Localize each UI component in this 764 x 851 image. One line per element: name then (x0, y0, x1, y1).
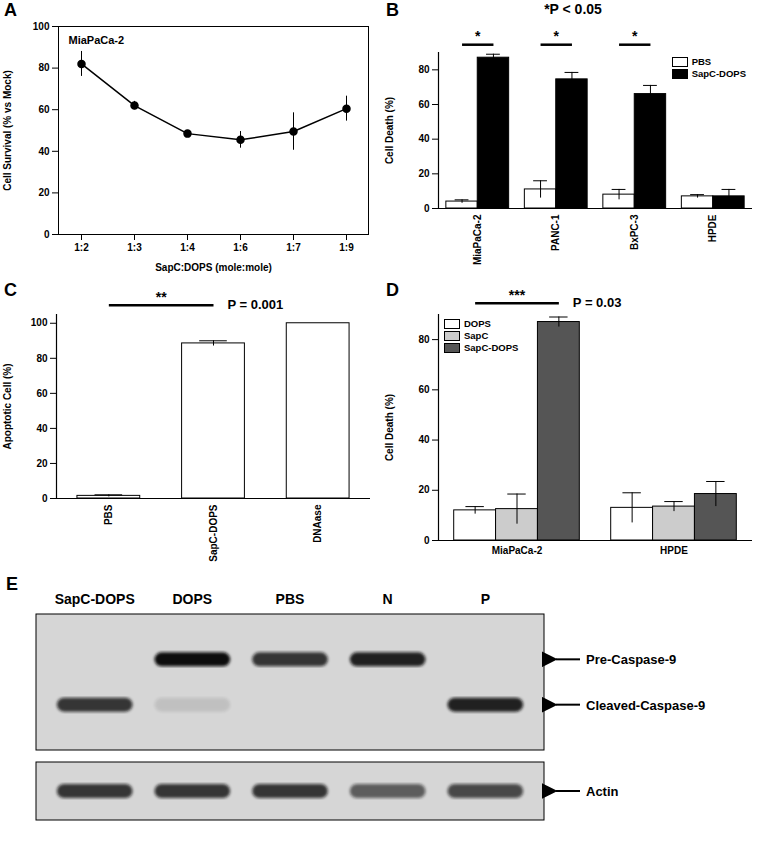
svg-text:0: 0 (424, 203, 430, 214)
svg-text:60: 60 (418, 384, 430, 395)
svg-text:P = 0.001: P = 0.001 (228, 297, 284, 312)
svg-text:20: 20 (36, 458, 48, 469)
html-text:C: C (4, 280, 17, 300)
svg-text:80: 80 (38, 62, 50, 73)
svg-text:P: P (481, 591, 490, 607)
svg-text:1:6: 1:6 (233, 242, 248, 253)
svg-text:40: 40 (418, 434, 430, 445)
svg-text:PBS: PBS (103, 504, 114, 525)
svg-text:40: 40 (418, 133, 430, 144)
svg-text:40: 40 (38, 146, 50, 157)
svg-text:*: * (632, 28, 638, 44)
svg-text:P = 0.03: P = 0.03 (573, 295, 622, 310)
svg-text:BxPC-3: BxPC-3 (629, 214, 640, 250)
html-text:*P < 0.05: *P < 0.05 (544, 1, 602, 17)
svg-text:*: * (554, 28, 560, 44)
svg-text:0: 0 (42, 493, 48, 504)
svg-text:Pre-Caspase-9: Pre-Caspase-9 (586, 652, 676, 667)
svg-text:*: * (475, 28, 481, 44)
svg-text:MiaPaCa-2: MiaPaCa-2 (492, 545, 543, 556)
svg-text:0: 0 (44, 229, 50, 240)
svg-text:PBS: PBS (276, 591, 305, 607)
html-text:PBS: PBS (691, 56, 712, 67)
svg-text:20: 20 (418, 168, 430, 179)
svg-text:Actin: Actin (586, 784, 619, 799)
svg-text:Cell Survival (% vs Mock): Cell Survival (% vs Mock) (2, 70, 13, 191)
svg-text:1:7: 1:7 (286, 242, 301, 253)
html-text:DOPS: DOPS (464, 318, 491, 329)
svg-text:Cell Death (%): Cell Death (%) (384, 394, 395, 461)
svg-text:HPDE: HPDE (707, 214, 718, 242)
svg-text:E: E (6, 574, 18, 594)
html-text:D: D (386, 280, 399, 300)
svg-text:Cell Death (%): Cell Death (%) (384, 97, 395, 164)
svg-text:0: 0 (424, 535, 430, 546)
svg-text:Apoptotic Cell (%): Apoptotic Cell (%) (2, 363, 13, 449)
svg-text:80: 80 (36, 353, 48, 364)
svg-text:SapC:DOPS (mole:mole): SapC:DOPS (mole:mole) (155, 262, 272, 273)
svg-text:60: 60 (418, 99, 430, 110)
svg-text:100: 100 (31, 317, 48, 328)
svg-text:SapC-DOPS: SapC-DOPS (208, 504, 219, 562)
svg-text:MiaPaCa-2: MiaPaCa-2 (69, 34, 125, 46)
svg-text:60: 60 (38, 104, 50, 115)
html-text:SapC-DOPS: SapC-DOPS (691, 68, 746, 79)
svg-text:40: 40 (36, 423, 48, 434)
svg-text:HPDE: HPDE (660, 545, 688, 556)
svg-text:80: 80 (418, 334, 430, 345)
html-text:A: A (4, 0, 17, 20)
svg-text:N: N (383, 591, 393, 607)
svg-text:***: *** (509, 287, 526, 303)
svg-text:1:4: 1:4 (180, 242, 195, 253)
svg-text:1:9: 1:9 (339, 242, 354, 253)
svg-text:100: 100 (33, 21, 50, 32)
svg-text:DNAase: DNAase (312, 504, 323, 543)
svg-text:**: ** (156, 289, 167, 305)
svg-text:SapC-DOPS: SapC-DOPS (55, 591, 135, 607)
html-text:SapC-DOPS: SapC-DOPS (464, 342, 519, 353)
svg-text:1:3: 1:3 (127, 242, 142, 253)
svg-text:Cleaved-Caspase-9: Cleaved-Caspase-9 (586, 698, 705, 713)
svg-text:1:2: 1:2 (74, 242, 89, 253)
html-text:B: B (386, 0, 399, 20)
svg-text:20: 20 (418, 484, 430, 495)
svg-text:80: 80 (418, 64, 430, 75)
svg-text:DOPS: DOPS (173, 591, 213, 607)
html-text:SapC: SapC (464, 330, 489, 341)
svg-text:MiaPaCa-2: MiaPaCa-2 (472, 214, 483, 265)
svg-text:60: 60 (36, 388, 48, 399)
svg-text:PANC-1: PANC-1 (550, 214, 561, 251)
svg-text:20: 20 (38, 187, 50, 198)
